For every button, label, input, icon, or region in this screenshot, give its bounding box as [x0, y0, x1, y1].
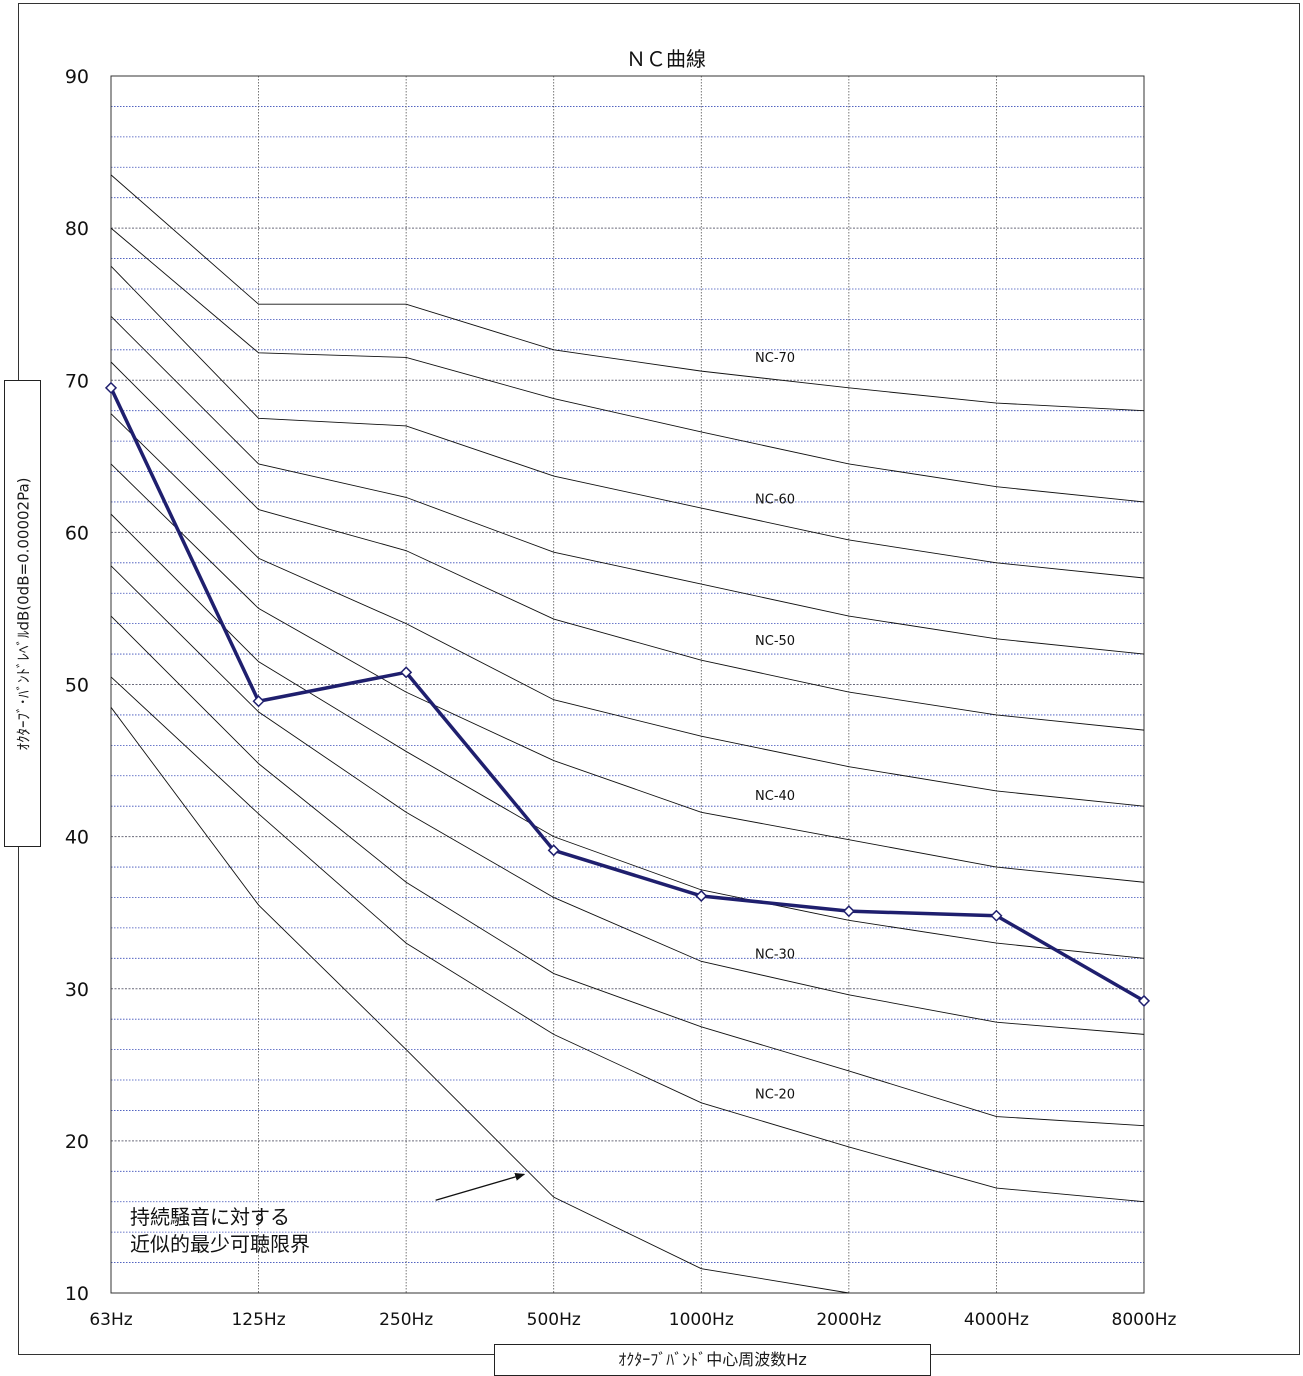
annotation-text-line: 持続騒音に対する — [130, 1205, 290, 1229]
nc-curve-label: NC-20 — [755, 1087, 795, 1102]
y-tick-label: 60 — [65, 522, 89, 544]
annotation-arrow — [435, 1173, 526, 1201]
annotation-text-line: 近似的最少可聴限界 — [130, 1232, 310, 1256]
nc-curve-line — [110, 463, 1145, 883]
x-tick-label: 8000Hz — [1112, 1310, 1177, 1330]
measured-data-point — [842, 905, 855, 918]
chart-title: ＮＣ曲線 — [626, 47, 706, 71]
y-axis-label-box: ｵｸﾀｰﾌﾞ･ﾊﾞﾝﾄﾞﾚﾍﾞﾙdB(0dB=0.00002Pa) — [4, 380, 41, 847]
nc-curve-line — [110, 513, 1145, 959]
nc-curve-label: NC-30 — [755, 947, 795, 962]
measured-data-point — [1137, 994, 1151, 1007]
nc-curve-line — [110, 565, 1145, 1035]
nc-curve-line — [110, 227, 1145, 503]
measured-series-line — [109, 387, 1145, 1003]
x-axis-label-box: ｵｸﾀｰﾌﾞﾊﾞﾝﾄﾞ中心周波数Hz — [494, 1344, 931, 1376]
x-tick-label: 250Hz — [379, 1310, 433, 1330]
measured-data-point — [400, 666, 413, 679]
nc-curve-line — [110, 676, 1145, 1203]
x-tick-label: 500Hz — [527, 1310, 581, 1330]
nc-curve-label: NC-60 — [755, 492, 795, 507]
nc-curve-line — [110, 265, 1145, 579]
nc-curve-label: NC-50 — [755, 634, 795, 649]
y-tick-label: 50 — [65, 675, 89, 697]
measured-data-point — [990, 909, 1003, 922]
y-tick-label: 40 — [65, 827, 89, 849]
x-tick-label: 63Hz — [89, 1310, 132, 1330]
nc-curve-line — [110, 361, 1145, 731]
nc-curve-line — [110, 413, 1145, 807]
nc-curve-label: NC-40 — [755, 789, 795, 804]
y-tick-label: 10 — [65, 1283, 89, 1305]
nc-curve-line — [110, 174, 1145, 412]
measured-data-point — [252, 695, 265, 708]
y-axis-label: ｵｸﾀｰﾌﾞ･ﾊﾞﾝﾄﾞﾚﾍﾞﾙdB(0dB=0.00002Pa) — [14, 476, 32, 751]
measured-data-point — [695, 889, 708, 903]
x-tick-label: 1000Hz — [669, 1310, 734, 1330]
nc-curve-line — [110, 615, 1145, 1127]
y-tick-label: 90 — [65, 66, 89, 88]
measured-data-point — [104, 381, 118, 394]
nc-curve-line — [110, 707, 849, 1294]
x-tick-label: 125Hz — [231, 1310, 285, 1330]
plot-area-border — [110, 75, 1145, 1294]
nc-curve-line — [110, 316, 1145, 655]
y-tick-label: 80 — [65, 218, 89, 240]
x-tick-label: 2000Hz — [816, 1310, 881, 1330]
y-tick-label: 30 — [65, 979, 89, 1001]
y-tick-label: 20 — [65, 1131, 89, 1153]
x-tick-label: 4000Hz — [964, 1310, 1029, 1330]
y-tick-label: 70 — [65, 370, 89, 392]
x-axis-label: ｵｸﾀｰﾌﾞﾊﾞﾝﾄﾞ中心周波数Hz — [618, 1350, 807, 1369]
nc-curve-label: NC-70 — [755, 351, 795, 366]
measured-data-point — [547, 844, 560, 857]
